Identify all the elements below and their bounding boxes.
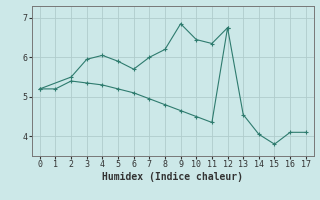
X-axis label: Humidex (Indice chaleur): Humidex (Indice chaleur) xyxy=(102,172,243,182)
